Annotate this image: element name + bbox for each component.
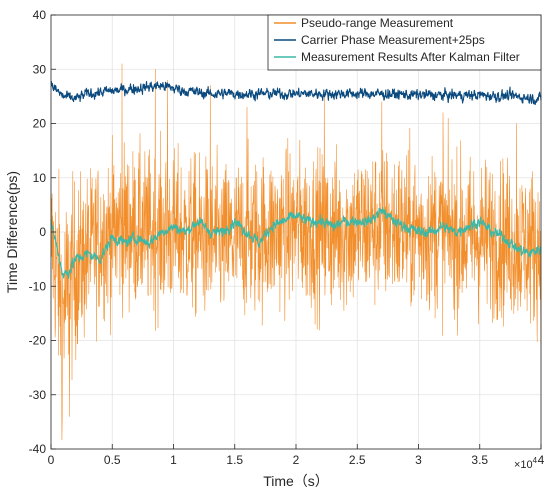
y-tick-label: 30 [33, 62, 47, 76]
x-axis-multiplier-base: ×10 [514, 459, 533, 471]
legend-label: Measurement Results After Kalman Filter [301, 50, 520, 64]
series-layer [50, 63, 542, 441]
x-tick-label: 2 [293, 453, 300, 467]
x-tick-label: 3.5 [471, 453, 488, 467]
y-tick-label: -40 [29, 442, 47, 456]
x-tick-label: 0.5 [104, 453, 121, 467]
legend: Pseudo-range Measurement Carrier Phase Me… [267, 14, 542, 71]
legend-label: Carrier Phase Measurement+25ps [301, 33, 485, 47]
y-tick-label: -10 [29, 279, 47, 293]
y-tick-label: -20 [29, 334, 47, 348]
x-tick-label: 1.5 [226, 453, 243, 467]
x-axis: 0 0.5 1 1.5 2 2.5 3 3.5 4 [48, 444, 545, 467]
x-axis-multiplier-exponent: 4 [533, 456, 538, 465]
y-tick-label: -30 [29, 388, 47, 402]
y-tick-label: 40 [33, 8, 47, 22]
y-axis-label: Time Difference(ps) [4, 171, 20, 293]
x-axis-multiplier: ×104 [514, 456, 538, 471]
y-tick-label: 20 [33, 117, 47, 131]
x-tick-label: 3 [415, 453, 422, 467]
series-line-3 [50, 207, 542, 280]
legend-label: Pseudo-range Measurement [301, 16, 454, 30]
x-tick-label: 2.5 [349, 453, 366, 467]
y-tick-label: 10 [33, 171, 47, 185]
y-axis: -40 -30 -20 -10 0 10 20 30 40 [29, 8, 56, 456]
x-tick-label: 1 [170, 453, 177, 467]
x-tick-label: 4 [538, 453, 545, 467]
x-axis-label: Time（s） [263, 473, 329, 489]
series-line-2 [50, 80, 542, 106]
y-tick-label: 0 [39, 225, 46, 239]
x-tick-label: 0 [48, 453, 55, 467]
legend-box [267, 14, 542, 71]
